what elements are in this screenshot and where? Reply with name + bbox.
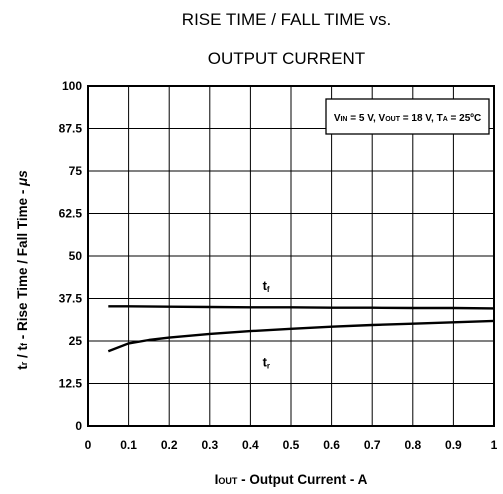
series-line-tf xyxy=(108,306,494,308)
legend-conditions: VIN = 5 V, VOUT = 18 V, TA = 25ºC xyxy=(334,113,481,124)
x-tick-label: 0.7 xyxy=(364,438,381,452)
y-tick-label: 12.5 xyxy=(59,377,83,391)
series-label-tf: tf xyxy=(263,278,270,294)
grid xyxy=(88,86,494,426)
x-tick-label: 0 xyxy=(85,438,92,452)
tick-labels: 0 0.1 0.2 0.3 0.4 0.5 0.6 0.7 0.8 0.9 1 0 12.5 25 37.5… xyxy=(59,79,498,452)
y-tick-label: 62.5 xyxy=(59,207,83,221)
y-axis-title: tr / tf - Rise Time / Fall Time - μs xyxy=(15,170,30,370)
x-axis-title: IOUT - Output Current - A xyxy=(215,472,368,487)
series-lines: tf tr xyxy=(108,278,494,371)
x-tick-label: 0.3 xyxy=(201,438,218,452)
x-tick-label: 0.2 xyxy=(161,438,178,452)
y-tick-label: 50 xyxy=(69,249,83,263)
x-tick-label: 0.8 xyxy=(404,438,421,452)
x-tick-label: 0.6 xyxy=(323,438,340,452)
y-tick-label: 100 xyxy=(62,79,82,93)
x-tick-label: 1 xyxy=(491,438,498,452)
x-tick-label: 0.4 xyxy=(242,438,259,452)
legend: VIN = 5 V, VOUT = 18 V, TA = 25ºC xyxy=(326,99,489,134)
series-line-tr xyxy=(108,321,494,351)
series-label-tr: tr xyxy=(263,355,270,371)
y-tick-label: 25 xyxy=(69,334,83,348)
x-tick-label: 0.9 xyxy=(445,438,462,452)
y-tick-label: 87.5 xyxy=(59,122,83,136)
x-tick-label: 0.1 xyxy=(120,438,137,452)
y-tick-label: 0 xyxy=(75,419,82,433)
y-tick-label: 75 xyxy=(69,164,83,178)
x-tick-label: 0.5 xyxy=(283,438,300,452)
y-tick-label: 37.5 xyxy=(59,292,83,306)
